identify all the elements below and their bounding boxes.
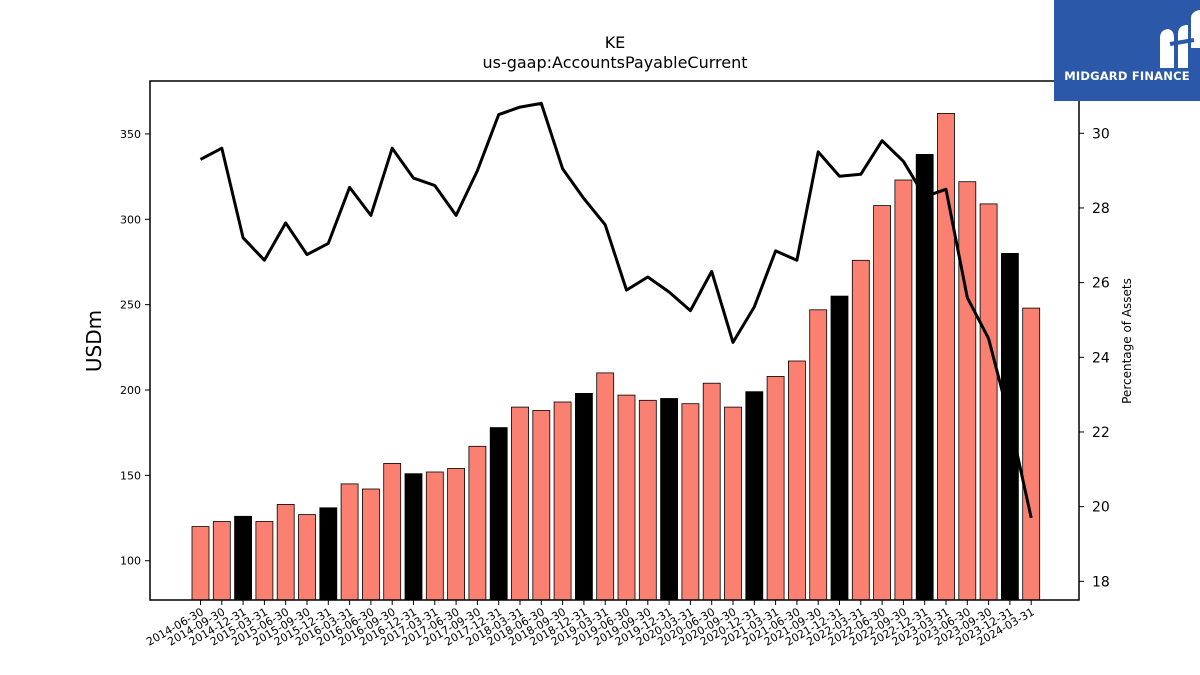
bar-2019-09-30	[638, 399, 657, 601]
bar-2016-06-30	[361, 488, 380, 601]
bar-2018-03-31	[511, 406, 529, 601]
bar-2019-12-31	[660, 398, 678, 601]
line-series	[199, 101, 1033, 519]
y-tick-label: 150	[120, 469, 141, 482]
bar-2022-03-31	[851, 259, 870, 601]
bar-2023-03-31	[937, 113, 955, 601]
y2-tick-label: 24	[1092, 350, 1110, 366]
y2-tick-label: 18	[1092, 574, 1110, 590]
bar-2020-12-31	[745, 391, 764, 601]
bar-2015-09-30	[298, 514, 316, 601]
bar-2021-12-31	[830, 295, 849, 601]
logo-text: MIDGARD FINANCE	[1064, 69, 1190, 83]
bar-2017-12-31	[489, 427, 508, 601]
bar-2018-12-31	[575, 392, 593, 601]
y-axis-left: 100 150 200 250 300 350	[120, 128, 150, 568]
bar-2014-09-30	[212, 521, 231, 601]
bar-2022-06-30	[873, 205, 891, 601]
midgard-finance-logo: MIDGARD FINANCE	[1054, 0, 1200, 101]
bar-2015-12-31	[319, 507, 338, 601]
bar-2022-12-31	[915, 153, 934, 601]
bar-2023-06-30	[958, 181, 977, 601]
bar-2021-09-30	[809, 309, 828, 601]
bar-2015-06-30	[276, 503, 295, 601]
y2-tick-label: 26	[1092, 276, 1110, 292]
bar-2024-03-31	[1022, 307, 1041, 601]
y-axis-right: 18 20 22 24 26 28 30	[1079, 126, 1110, 590]
bar-2020-03-31	[681, 403, 700, 601]
bar-2014-12-31	[234, 515, 253, 601]
bar-2016-12-31	[404, 473, 423, 601]
bar-2015-03-31	[255, 521, 274, 601]
bar-2017-06-30	[447, 468, 466, 601]
bar-2021-03-31	[766, 375, 785, 601]
bar-2023-09-30	[979, 203, 998, 601]
x-axis: 2014-06-302014-09-302014-12-312015-03-31…	[144, 600, 1037, 649]
chart-title: KE	[605, 33, 626, 52]
y-axis-label: USDm	[82, 310, 106, 372]
y-tick-label: 300	[120, 213, 141, 226]
percentage-of-assets-line	[199, 101, 1033, 519]
y2-tick-label: 30	[1092, 126, 1110, 142]
y2-tick-label: 20	[1092, 500, 1110, 516]
y-tick-label: 350	[120, 128, 141, 141]
y2-axis-label: Percentage of Assets	[1120, 278, 1134, 404]
bar-2018-09-30	[553, 401, 572, 601]
bar-2019-03-31	[596, 372, 615, 601]
bar-2022-09-30	[894, 179, 913, 601]
bar-2016-03-31	[340, 483, 359, 601]
midgard-m-icon	[1160, 10, 1200, 68]
plot-frame	[149, 80, 1080, 601]
bar-2016-09-30	[383, 462, 402, 601]
bar-2020-06-30	[702, 382, 721, 601]
y-tick-label: 250	[120, 299, 141, 312]
bar-2021-06-30	[788, 360, 806, 601]
bar-2017-09-30	[468, 445, 487, 601]
bar-series	[191, 113, 1041, 601]
bar-2019-06-30	[617, 394, 636, 601]
y-tick-label: 100	[120, 555, 141, 568]
bar-2017-03-31	[425, 471, 444, 601]
y2-tick-label: 22	[1092, 425, 1110, 441]
bar-2018-06-30	[532, 410, 551, 601]
chart-subtitle: us-gaap:AccountsPayableCurrent	[482, 53, 747, 72]
bar-2020-09-30	[724, 406, 742, 601]
y-tick-label: 200	[120, 384, 141, 397]
bar-2014-06-30	[191, 526, 210, 601]
y2-tick-label: 28	[1092, 201, 1110, 217]
